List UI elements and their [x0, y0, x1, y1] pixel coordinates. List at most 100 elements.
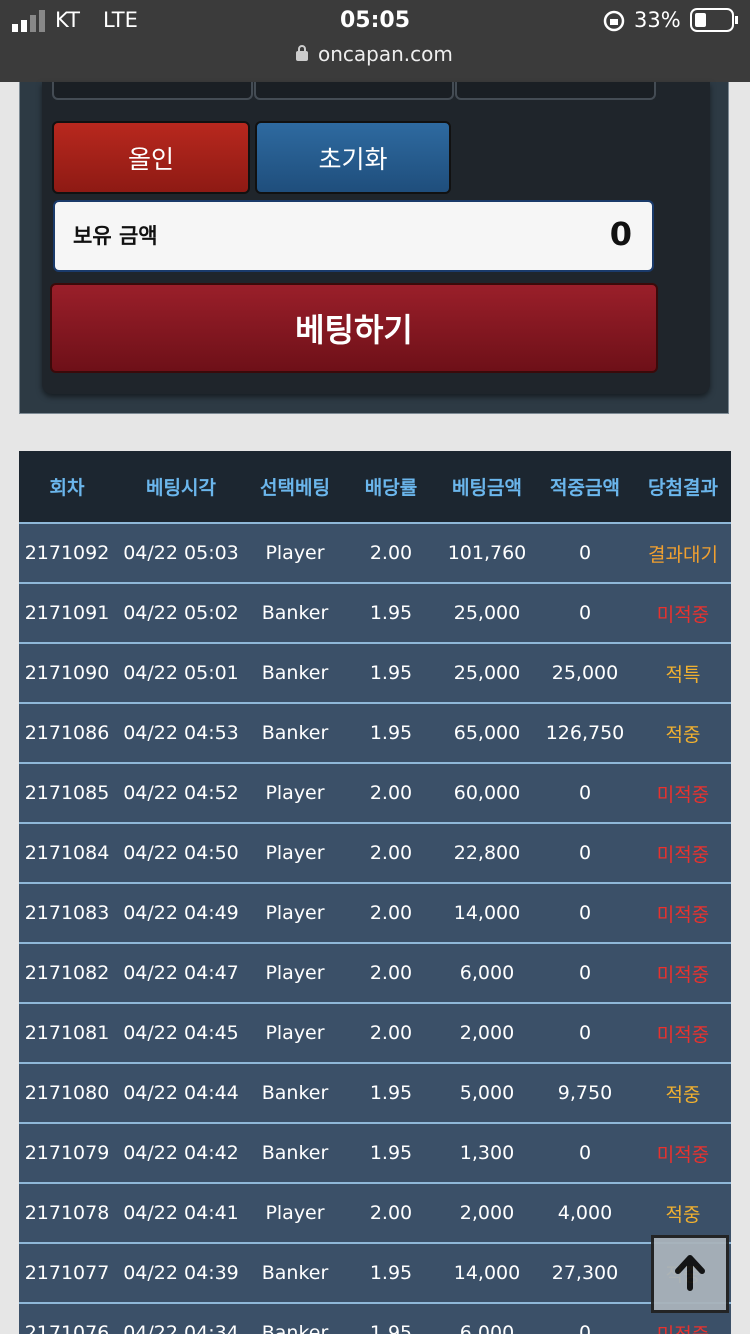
rotation-lock-icon: [603, 10, 625, 32]
scroll-top-button[interactable]: [651, 1235, 729, 1313]
table-cell: 0: [535, 942, 635, 1003]
table-cell: 6,000: [439, 1302, 535, 1334]
table-cell: 0: [535, 822, 635, 883]
table-cell: 2.00: [343, 522, 439, 583]
column-header: 적중금액: [535, 451, 635, 523]
table-cell: 126,750: [535, 702, 635, 763]
table-cell: 적중: [635, 1062, 731, 1123]
table-cell: 2171090: [19, 642, 115, 703]
table-row: 2171081 04/22 04:45 Player 2.00 2,000 0 미적중: [19, 1002, 731, 1063]
lock-icon: [296, 45, 308, 61]
arrow-up-icon: [675, 1255, 705, 1291]
table-cell: Banker: [247, 1242, 343, 1303]
table-cell: 2.00: [343, 822, 439, 883]
bet-button[interactable]: 베팅하기: [50, 283, 658, 373]
table-row: 2171083 04/22 04:49 Player 2.00 14,000 0 미적중: [19, 882, 731, 943]
url[interactable]: oncapan.com: [318, 42, 453, 66]
table-cell: 2171086: [19, 702, 115, 763]
balance-label: 보유 금액: [73, 224, 158, 248]
table-cell: 4,000: [535, 1182, 635, 1243]
column-header: 베팅금액: [439, 451, 535, 523]
table-cell: 2.00: [343, 1182, 439, 1243]
table-cell: 04/22 04:44: [115, 1062, 247, 1123]
battery-icon: [690, 8, 738, 32]
table-cell: 04/22 05:02: [115, 582, 247, 643]
table-cell: 2.00: [343, 882, 439, 943]
table-cell: 2,000: [439, 1002, 535, 1063]
table-cell: Banker: [247, 702, 343, 763]
table-cell: 04/22 04:52: [115, 762, 247, 823]
table-row: 2171078 04/22 04:41 Player 2.00 2,000 4,000 적중: [19, 1182, 731, 1243]
column-header: 회차: [19, 451, 115, 523]
table-cell: 미적중: [635, 1002, 731, 1063]
table-cell: 2171077: [19, 1242, 115, 1303]
table-cell: 적중: [635, 1182, 731, 1243]
table-cell: 65,000: [439, 702, 535, 763]
table-cell: Player: [247, 942, 343, 1003]
column-header: 배당률: [343, 451, 439, 523]
table-cell: 9,750: [535, 1062, 635, 1123]
table-cell: 2.00: [343, 1002, 439, 1063]
column-header: 베팅시각: [115, 451, 247, 523]
balance-value: 0: [609, 215, 632, 253]
table-cell: 미적중: [635, 1122, 731, 1183]
table-cell: 적중: [635, 702, 731, 763]
table-cell: 2171080: [19, 1062, 115, 1123]
table-cell: 1.95: [343, 642, 439, 703]
table-row: 2171082 04/22 04:47 Player 2.00 6,000 0 미적중: [19, 942, 731, 1003]
table-cell: 0: [535, 1122, 635, 1183]
table-cell: 2171079: [19, 1122, 115, 1183]
clock: 05:05: [339, 8, 411, 33]
table-cell: 적특: [635, 642, 731, 703]
table-cell: Player: [247, 822, 343, 883]
option-button[interactable]: [52, 82, 253, 100]
table-row: 2171090 04/22 05:01 Banker 1.95 25,000 25,000…: [19, 642, 731, 703]
table-cell: 0: [535, 762, 635, 823]
table-cell: 1.95: [343, 582, 439, 643]
table-cell: 04/22 04:42: [115, 1122, 247, 1183]
table-cell: 2171092: [19, 522, 115, 583]
table-cell: 25,000: [439, 582, 535, 643]
table-row: 2171091 04/22 05:02 Banker 1.95 25,000 0 미적중: [19, 582, 731, 643]
table-row: 2171085 04/22 04:52 Player 2.00 60,000 0 미적중: [19, 762, 731, 823]
table-cell: 60,000: [439, 762, 535, 823]
table-cell: 0: [535, 1002, 635, 1063]
table-cell: 2171084: [19, 822, 115, 883]
column-header: 당첨결과: [635, 451, 731, 523]
signal-icon: [12, 10, 45, 32]
table-cell: Banker: [247, 642, 343, 703]
table-cell: 2171085: [19, 762, 115, 823]
table-cell: 1.95: [343, 1302, 439, 1334]
table-cell: Banker: [247, 1062, 343, 1123]
table-cell: 04/22 04:39: [115, 1242, 247, 1303]
table-cell: Banker: [247, 1122, 343, 1183]
table-cell: 2171082: [19, 942, 115, 1003]
table-cell: 2171081: [19, 1002, 115, 1063]
status-bar: KT LTE 05:05 33% oncapan.com: [0, 0, 750, 82]
table-cell: 14,000: [439, 882, 535, 943]
table-cell: 25,000: [535, 642, 635, 703]
table-cell: 결과대기: [635, 522, 731, 583]
table-cell: 2171091: [19, 582, 115, 643]
table-cell: 2171076: [19, 1302, 115, 1334]
table-cell: 0: [535, 522, 635, 583]
table-cell: 6,000: [439, 942, 535, 1003]
table-cell: 1.95: [343, 1242, 439, 1303]
table-cell: Player: [247, 1182, 343, 1243]
option-button[interactable]: [455, 82, 656, 100]
table-cell: 04/22 04:45: [115, 1002, 247, 1063]
table-row: 2171080 04/22 04:44 Banker 1.95 5,000 9,750 적중: [19, 1062, 731, 1123]
table-cell: 1.95: [343, 702, 439, 763]
reset-button[interactable]: 초기화: [255, 121, 451, 194]
table-row: 2171079 04/22 04:42 Banker 1.95 1,300 0 미적중: [19, 1122, 731, 1183]
table-cell: 04/22 04:41: [115, 1182, 247, 1243]
bet-panel: 올인 초기화 보유 금액 0 베팅하기: [19, 82, 729, 414]
table-cell: 25,000: [439, 642, 535, 703]
option-button[interactable]: [254, 82, 454, 100]
table-cell: 0: [535, 1302, 635, 1334]
all-in-button[interactable]: 올인: [52, 121, 250, 194]
table-cell: 미적중: [635, 582, 731, 643]
table-cell: 14,000: [439, 1242, 535, 1303]
